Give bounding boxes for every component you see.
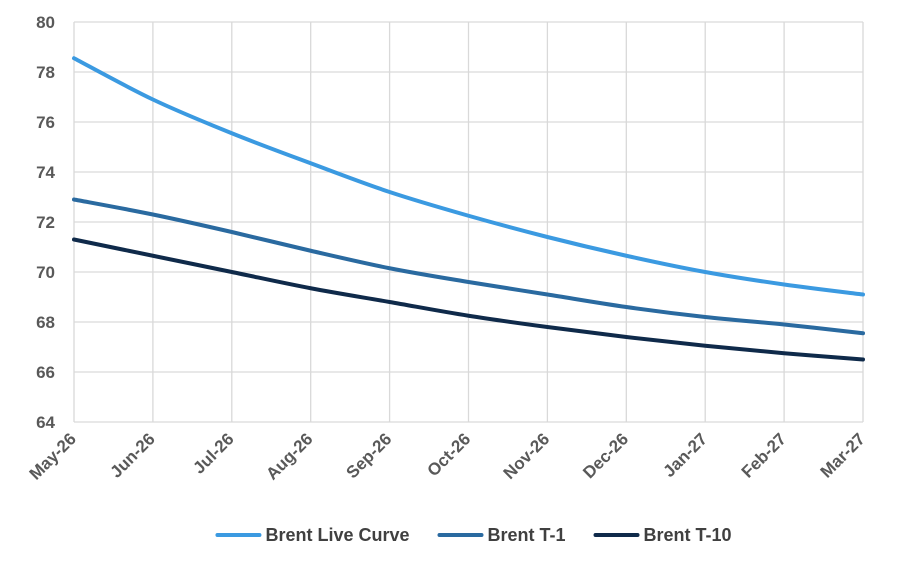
y-tick-label: 66	[36, 363, 55, 382]
legend-item-brent-t-1: Brent T-1	[437, 525, 566, 545]
series-lines	[72, 56, 865, 362]
x-tick-label: Mar-27	[817, 429, 869, 481]
y-tick-label: 74	[36, 163, 55, 182]
x-tick-label: Aug-26	[262, 429, 316, 483]
gridlines	[73, 21, 864, 423]
series-line-brent-live-curve	[72, 56, 865, 297]
y-tick-label: 70	[36, 263, 55, 282]
y-tick-label: 80	[36, 13, 55, 32]
x-tick-label: Nov-26	[500, 429, 554, 483]
legend-label: Brent T-1	[488, 525, 566, 545]
legend: Brent Live Curve Brent T-1 Brent T-10	[215, 525, 732, 545]
legend-item-brent-t-10: Brent T-10	[593, 525, 732, 545]
y-tick-label: 72	[36, 213, 55, 232]
x-tick-label: Feb-27	[738, 429, 790, 481]
x-tick-label: Jan-27	[659, 429, 711, 481]
y-tick-label: 68	[36, 313, 55, 332]
y-tick-label: 76	[36, 113, 55, 132]
x-tick-label: Jun-26	[107, 429, 159, 481]
legend-label: Brent T-10	[644, 525, 732, 545]
x-tick-label: Jul-26	[189, 429, 237, 477]
legend-label: Brent Live Curve	[265, 525, 409, 545]
series-line-brent-t-1	[72, 197, 865, 336]
x-tick-label: Sep-26	[343, 429, 396, 482]
axes: 64 66 68 70 72 74 76 78 80 May-26 Jun-26 Jul-26 Aug-…	[26, 13, 869, 484]
x-tick-label: Oct-26	[423, 429, 474, 480]
y-tick-label: 78	[36, 63, 55, 82]
y-tick-label: 64	[36, 413, 55, 432]
x-tick-label: Dec-26	[579, 429, 632, 482]
legend-item-brent-live-curve: Brent Live Curve	[215, 525, 410, 545]
x-tick-label: May-26	[26, 429, 80, 483]
series-line-brent-t-10	[72, 237, 865, 362]
